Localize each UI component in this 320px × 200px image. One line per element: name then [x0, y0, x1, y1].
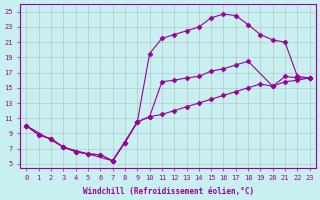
X-axis label: Windchill (Refroidissement éolien,°C): Windchill (Refroidissement éolien,°C) — [83, 187, 254, 196]
